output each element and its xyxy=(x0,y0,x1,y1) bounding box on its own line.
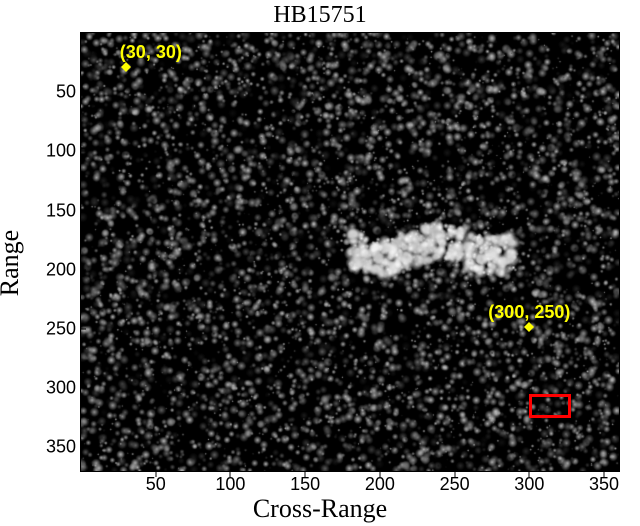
x-tick-mark xyxy=(155,471,156,477)
x-tick-mark xyxy=(529,471,530,477)
x-tick: 250 xyxy=(440,474,470,495)
y-tick-mark xyxy=(80,388,86,389)
y-tick: 100 xyxy=(46,141,76,162)
x-tick: 150 xyxy=(290,474,320,495)
x-tick: 300 xyxy=(514,474,544,495)
y-tick-mark xyxy=(80,151,86,152)
x-tick: 200 xyxy=(365,474,395,495)
x-tick: 50 xyxy=(146,474,166,495)
image-canvas xyxy=(81,33,619,471)
y-tick-mark xyxy=(80,210,86,211)
y-tick-mark xyxy=(80,269,86,270)
x-tick-mark xyxy=(230,471,231,477)
y-tick-mark xyxy=(80,447,86,448)
x-tick: 100 xyxy=(215,474,245,495)
x-tick-mark xyxy=(454,471,455,477)
x-tick-mark xyxy=(379,471,380,477)
y-tick: 300 xyxy=(46,378,76,399)
x-tick: 350 xyxy=(589,474,619,495)
x-tick-mark xyxy=(305,471,306,477)
y-tick: 150 xyxy=(46,200,76,221)
x-tick-mark xyxy=(604,471,605,477)
y-tick: 50 xyxy=(56,82,76,103)
plot-title: HB15751 xyxy=(0,2,640,29)
figure-container: HB15751 Range (30, 30)(300, 250) Cross-R… xyxy=(0,0,640,526)
y-tick: 350 xyxy=(46,437,76,458)
y-axis-label-container: Range xyxy=(0,0,30,526)
y-tick: 250 xyxy=(46,318,76,339)
plot-area: (30, 30)(300, 250) xyxy=(80,32,620,472)
y-axis-label: Range xyxy=(0,230,25,296)
y-tick-mark xyxy=(80,328,86,329)
x-axis-label: Cross-Range xyxy=(0,494,640,524)
y-tick: 200 xyxy=(46,259,76,280)
y-tick-mark xyxy=(80,92,86,93)
